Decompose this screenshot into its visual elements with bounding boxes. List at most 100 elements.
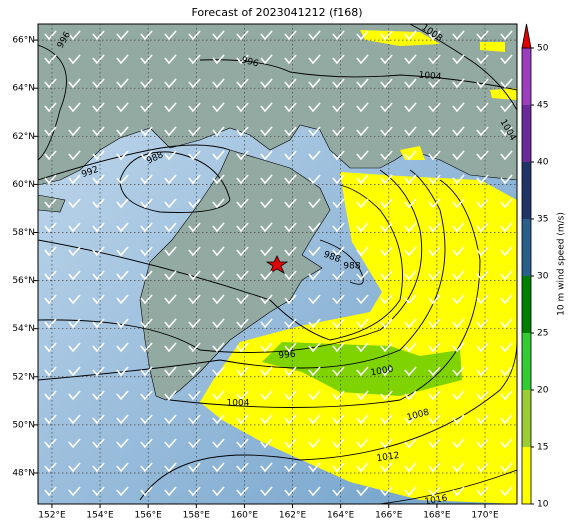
wind-barb xyxy=(92,198,105,209)
wind-barb xyxy=(404,294,417,305)
wind-barb xyxy=(356,342,369,353)
wind-barb xyxy=(116,294,129,305)
wind-barb xyxy=(212,294,225,305)
wind-barb xyxy=(476,222,489,233)
wind-barb xyxy=(236,342,249,353)
wind-barb xyxy=(356,30,369,41)
wind-barb xyxy=(428,318,441,329)
wind-barb xyxy=(332,462,345,473)
wind-barb xyxy=(500,414,513,425)
wind-barb xyxy=(476,270,489,281)
wind-barb xyxy=(68,174,81,185)
wind-barb xyxy=(404,54,417,65)
wind-barb xyxy=(236,438,249,449)
wind-barb xyxy=(500,270,513,281)
wind-barb xyxy=(236,294,249,305)
wind-barb xyxy=(212,438,225,449)
wind-barb xyxy=(452,318,465,329)
wind-barb xyxy=(500,366,513,377)
isobar xyxy=(38,169,423,353)
wind-barb xyxy=(500,198,513,209)
wind-barb xyxy=(404,174,417,185)
wind-barb xyxy=(116,78,129,89)
wind-barb xyxy=(68,270,81,281)
wind-barb xyxy=(356,294,369,305)
wind-barb xyxy=(260,414,273,425)
wind-barb xyxy=(116,462,129,473)
wind-barb xyxy=(308,126,321,137)
wind-barb xyxy=(404,126,417,137)
wind-barb xyxy=(284,366,297,377)
wind-barb xyxy=(260,246,273,257)
contour-label: 988 xyxy=(343,262,360,272)
map-area xyxy=(38,24,517,504)
wind-barb xyxy=(452,78,465,89)
wind-barb xyxy=(452,54,465,65)
wind-barb xyxy=(380,126,393,137)
wind-barb xyxy=(212,30,225,41)
wind-barb xyxy=(356,78,369,89)
wind-barb xyxy=(68,342,81,353)
wind-barb xyxy=(284,150,297,161)
wind-barb xyxy=(212,318,225,329)
wind-barb xyxy=(452,150,465,161)
wind-barb xyxy=(476,126,489,137)
wind-barb xyxy=(332,174,345,185)
isobar xyxy=(38,169,446,381)
wind-barb xyxy=(380,222,393,233)
wind-barb xyxy=(308,30,321,41)
wind-barb xyxy=(452,486,465,497)
wind-barb xyxy=(284,54,297,65)
wind-barb xyxy=(308,174,321,185)
wind-barb xyxy=(308,390,321,401)
wind-barb xyxy=(500,54,513,65)
wind-barb xyxy=(476,486,489,497)
wind-barb xyxy=(332,342,345,353)
wind-barb xyxy=(476,30,489,41)
wind-barb xyxy=(188,198,201,209)
wind-barb xyxy=(452,390,465,401)
wind-barb xyxy=(68,318,81,329)
wind-barb xyxy=(284,414,297,425)
wind-barb xyxy=(164,54,177,65)
y-tick-label: 64°N xyxy=(12,84,35,94)
wind-barb xyxy=(188,222,201,233)
contour-label: 1004 xyxy=(418,71,442,83)
wind-barb xyxy=(284,102,297,113)
wind-barb xyxy=(380,102,393,113)
wind-barb xyxy=(164,318,177,329)
kamchatka xyxy=(139,149,331,401)
wind-barb xyxy=(476,102,489,113)
wind-barb xyxy=(116,270,129,281)
wind-barb xyxy=(356,174,369,185)
wind-barb xyxy=(140,222,153,233)
y-tick-label: 60°N xyxy=(12,180,35,190)
wind-barb xyxy=(260,270,273,281)
wind-barb xyxy=(260,486,273,497)
wind-barb xyxy=(284,270,297,281)
wind-barb xyxy=(452,366,465,377)
wind-barb xyxy=(284,78,297,89)
wind-barb xyxy=(500,102,513,113)
wind-barb xyxy=(428,390,441,401)
wind-barb xyxy=(452,246,465,257)
wind-barb xyxy=(236,486,249,497)
contour-label: 1000 xyxy=(370,365,395,379)
wind-barb xyxy=(68,126,81,137)
wind-barb xyxy=(44,246,57,257)
wind-barb xyxy=(188,414,201,425)
wind-barb xyxy=(332,366,345,377)
wind-barb xyxy=(116,198,129,209)
wind-barb xyxy=(212,462,225,473)
wind-barb xyxy=(260,126,273,137)
wind-barb xyxy=(428,246,441,257)
colorbar-tick-label: 40 xyxy=(537,158,549,168)
wind-barb xyxy=(380,294,393,305)
wind-barb xyxy=(356,270,369,281)
wind-barb xyxy=(452,30,465,41)
colorbar-tick-label: 30 xyxy=(537,272,549,282)
wind-barb xyxy=(140,390,153,401)
wind-barb xyxy=(260,462,273,473)
wind-speed-north xyxy=(360,30,517,160)
wind-barb xyxy=(284,294,297,305)
